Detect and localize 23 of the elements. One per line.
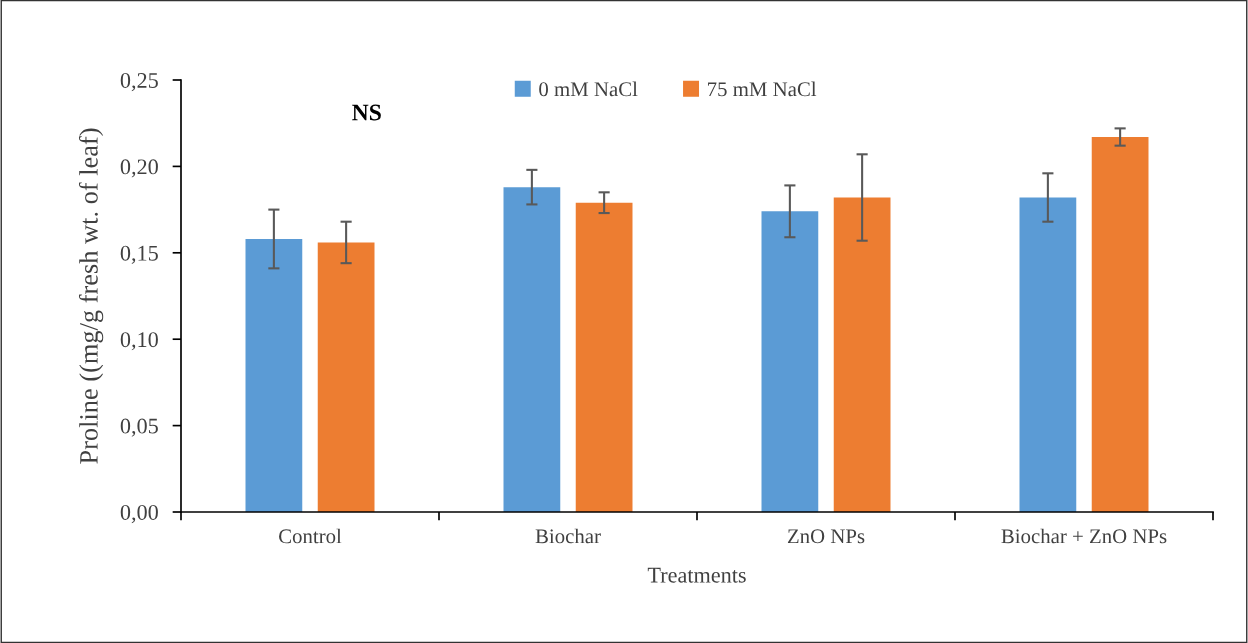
bar — [245, 238, 303, 512]
y-tick-label: 0,05 — [120, 418, 158, 437]
y-tick-label: 0,00 — [120, 504, 158, 524]
y-axis-title: Proline ((mg/g fresh wt. of leaf) — [78, 128, 104, 464]
x-tick-label: Control — [279, 528, 342, 544]
bar — [1019, 197, 1077, 512]
bar — [317, 242, 375, 512]
x-tick-label: Biochar — [535, 528, 601, 544]
bar — [1091, 137, 1149, 512]
legend-label: 75 mM NaCl — [708, 81, 817, 97]
y-tick-label: 0,10 — [120, 332, 158, 351]
x-tick-label: ZnO NPs — [787, 529, 865, 544]
y-tick-label: 0,15 — [120, 245, 158, 264]
bar — [575, 202, 633, 512]
annotation: NS — [352, 104, 381, 121]
bar — [833, 197, 891, 512]
bar — [503, 187, 561, 512]
bar — [761, 211, 819, 512]
y-tick-label: 0,20 — [120, 159, 158, 178]
x-axis-title: Treatments — [647, 567, 746, 583]
x-tick-label: Biochar + ZnO NPs — [1001, 528, 1167, 544]
y-tick-label: 0,25 — [120, 72, 158, 92]
legend-label: 0 mM NaCl — [539, 81, 638, 97]
